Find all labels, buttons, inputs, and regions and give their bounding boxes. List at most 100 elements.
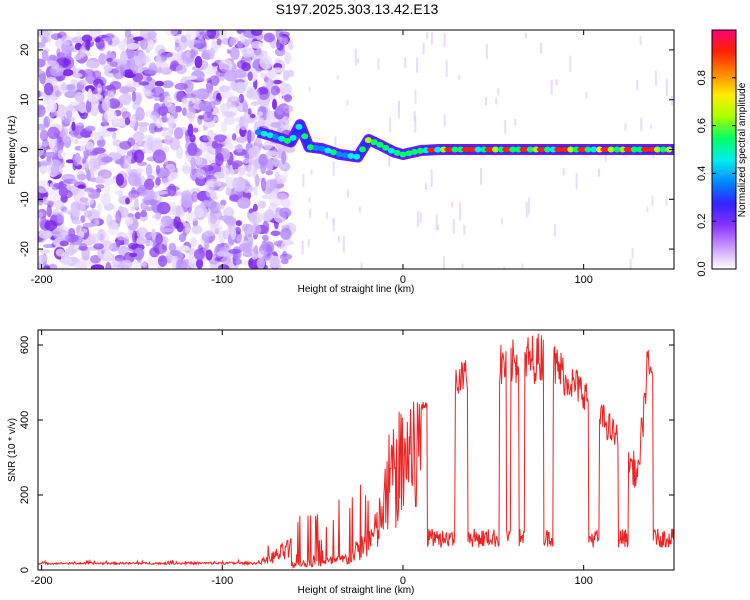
noise-speck xyxy=(242,102,249,113)
noise-speck xyxy=(74,138,79,145)
noise-speck xyxy=(218,264,230,269)
noise-speck xyxy=(273,79,282,85)
noise-speck xyxy=(168,242,176,253)
noise-speck xyxy=(237,135,247,144)
noise-speck xyxy=(180,35,187,43)
trace-point xyxy=(335,151,343,158)
streak xyxy=(435,214,438,231)
noise-speck xyxy=(282,104,294,114)
trace-point xyxy=(515,146,523,153)
noise-speck xyxy=(138,184,147,194)
noise-speck xyxy=(195,156,203,166)
trace-point xyxy=(659,146,667,153)
streak xyxy=(504,119,507,134)
streak xyxy=(451,201,454,208)
noise-speck xyxy=(38,179,50,194)
noise-speck xyxy=(52,227,66,240)
noise-speck xyxy=(167,115,176,128)
noise-speck xyxy=(58,186,69,198)
noise-speck xyxy=(82,158,87,164)
trace-point xyxy=(399,151,407,158)
trace-point xyxy=(467,147,478,152)
streak xyxy=(575,173,578,190)
streak xyxy=(332,218,335,232)
noise-speck xyxy=(111,39,121,46)
noise-speck xyxy=(90,235,97,245)
noise-speck xyxy=(146,255,161,267)
colorbar-label: Normalized spectral amplitude xyxy=(737,82,748,217)
noise-speck xyxy=(72,153,81,167)
streak xyxy=(414,90,417,104)
noise-speck xyxy=(100,193,111,207)
noise-speck xyxy=(121,259,133,269)
streak xyxy=(309,209,312,219)
colorbar-tick-label: 0.8 xyxy=(696,70,708,85)
noise-speck xyxy=(173,90,185,102)
noise-speck xyxy=(261,240,268,251)
noise-speck xyxy=(57,149,66,159)
noise-speck xyxy=(220,204,225,210)
colorbar-gradient xyxy=(712,30,736,269)
noise-speck xyxy=(136,253,143,263)
noise-speck xyxy=(168,123,174,137)
noise-speck xyxy=(247,234,254,247)
spectrogram-y-label: Frequency (Hz) xyxy=(7,116,18,185)
noise-speck xyxy=(142,91,155,97)
noise-speck xyxy=(85,38,91,52)
colorbar-ticks: 0.0 0.2 0.4 0.6 0.8 xyxy=(696,29,737,277)
streak xyxy=(338,235,340,243)
noise-speck xyxy=(39,70,46,85)
streak xyxy=(413,111,416,122)
noise-speck xyxy=(246,90,260,100)
streak xyxy=(425,183,427,190)
noise-speck xyxy=(114,118,126,126)
noise-speck xyxy=(121,92,132,106)
noise-speck xyxy=(117,40,126,51)
noise-speck xyxy=(186,106,196,119)
noise-speck xyxy=(256,212,265,220)
trace-point xyxy=(646,147,657,152)
noise-speck xyxy=(265,241,275,254)
noise-speck xyxy=(98,240,113,252)
noise-speck xyxy=(104,108,117,122)
trace-point xyxy=(307,144,314,151)
noise-speck xyxy=(104,182,110,197)
noise-speck xyxy=(174,44,182,52)
noise-speck xyxy=(82,222,96,228)
noise-speck xyxy=(159,221,166,227)
streak xyxy=(417,211,420,228)
noise-speck xyxy=(155,233,163,245)
noise-speck xyxy=(38,229,53,239)
noise-speck xyxy=(136,121,150,127)
streak xyxy=(598,168,601,177)
noise-speck xyxy=(279,207,292,219)
streak xyxy=(480,167,482,185)
noise-speck xyxy=(98,94,104,102)
noise-speck xyxy=(155,55,162,68)
noise-speck xyxy=(71,208,81,218)
noise-speck xyxy=(221,121,228,133)
noise-speck xyxy=(209,201,222,214)
trace-point xyxy=(623,147,634,152)
noise-speck xyxy=(196,169,206,180)
noise-speck xyxy=(243,48,247,57)
noise-speck xyxy=(216,38,222,46)
noise-speck xyxy=(261,234,269,241)
noise-speck xyxy=(221,110,236,118)
trace-point xyxy=(492,146,499,153)
noise-speck xyxy=(107,72,115,78)
noise-speck xyxy=(155,176,161,186)
streak xyxy=(665,196,668,206)
streak xyxy=(650,124,652,129)
noise-speck xyxy=(134,197,139,210)
noise-speck xyxy=(280,227,292,240)
trace-point xyxy=(584,146,592,153)
trace-point xyxy=(416,147,424,154)
noise-speck xyxy=(102,176,116,186)
noise-speck xyxy=(265,150,272,161)
noise-speck xyxy=(135,237,147,245)
noise-speck xyxy=(95,175,104,184)
noise-speck xyxy=(261,194,272,199)
noise-speck xyxy=(209,47,216,60)
snr-y-tick-label: 400 xyxy=(19,411,31,429)
